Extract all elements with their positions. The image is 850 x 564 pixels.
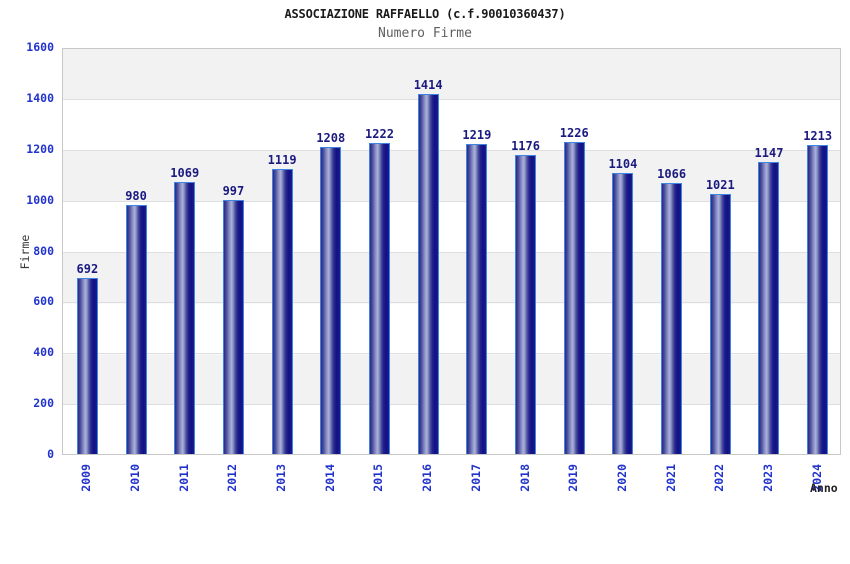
x-axis-tick-label: 2016: [420, 464, 435, 492]
x-axis-tick-label: 2014: [322, 464, 337, 492]
bar-2010: [125, 205, 147, 454]
gridline: [63, 251, 840, 253]
bar-value-label: 1069: [170, 166, 200, 180]
bar-value-label: 1219: [462, 128, 492, 142]
bar-2020: [612, 173, 634, 454]
y-axis-tick-label: 1000: [26, 192, 54, 207]
x-axis-tick-label: 2011: [176, 464, 191, 492]
bar-value-label: 1021: [705, 178, 735, 192]
bar-2012: [222, 200, 244, 454]
x-axis-tick-label: 2019: [566, 464, 581, 492]
y-axis-tick-label: 1200: [26, 141, 54, 156]
chart-canvas: ASSOCIAZIONE RAFFAELLO (c.f.90010360437)…: [18, 7, 841, 495]
bar-2017: [466, 144, 488, 454]
bar-value-label: 980: [125, 189, 147, 203]
bar-value-label: 692: [76, 262, 99, 276]
plot-area: 692 980 1069 997 1119 1208 1222 1414 1219 1176 122…: [62, 48, 841, 455]
x-axis-title: Anno: [810, 481, 838, 495]
bar-value-label: 1147: [754, 146, 784, 160]
gridline: [63, 149, 840, 151]
y-axis-tick-label: 0: [47, 447, 54, 461]
bar-value-label: 1213: [803, 129, 833, 143]
gridline: [63, 302, 840, 304]
bar-2022: [709, 194, 731, 454]
gridline: [63, 98, 840, 100]
x-axis-tick-label: 2010: [128, 464, 143, 492]
bar-2009: [76, 278, 98, 454]
x-axis-tick-label: 2009: [79, 464, 94, 492]
bar-2015: [368, 143, 390, 454]
bar-2011: [174, 182, 196, 454]
bar-value-label: 1222: [365, 127, 394, 141]
x-axis-tick-label: 2013: [274, 464, 289, 492]
bar-value-label: 997: [222, 184, 245, 198]
bar-value-label: 1226: [559, 126, 589, 140]
chart-subtitle: Numero Firme: [378, 26, 472, 41]
y-axis-tick-label: 200: [33, 396, 54, 411]
bar-2013: [271, 169, 293, 454]
bar-2014: [320, 147, 342, 454]
bar-value-label: 1176: [511, 139, 540, 153]
bar-2023: [758, 162, 780, 454]
bar-2021: [661, 183, 683, 454]
bar-2024: [807, 145, 829, 454]
x-axis-tick-label: 2023: [760, 464, 775, 492]
bar-value-label: 1208: [316, 131, 346, 145]
y-axis-tick-label: 800: [33, 243, 54, 258]
bar-value-label: 1414: [413, 78, 443, 92]
x-axis-tick-label: 2015: [371, 464, 386, 492]
bar-value-label: 1119: [267, 153, 297, 167]
y-axis-tick-label: 600: [33, 294, 54, 309]
y-axis-tick-label: 1400: [26, 90, 54, 105]
x-axis-tick-label: 2022: [712, 464, 727, 492]
gridline: [63, 200, 840, 202]
x-axis-tick-label: 2012: [225, 464, 240, 492]
y-axis-tick-label: 1600: [26, 40, 54, 54]
bar-value-label: 1066: [657, 167, 687, 181]
chart-title: ASSOCIAZIONE RAFFAELLO (c.f.90010360437): [284, 7, 566, 21]
x-axis-tick-label: 2018: [517, 464, 532, 492]
bar-2019: [563, 142, 585, 454]
x-axis-tick-label: 2021: [663, 464, 678, 492]
bar-2018: [515, 155, 537, 454]
bar-2016: [417, 94, 439, 454]
gridline: [63, 353, 840, 355]
x-axis-tick-label: 2017: [468, 464, 483, 492]
bar-value-label: 1104: [608, 157, 638, 171]
x-axis-tick-label: 2020: [614, 464, 629, 492]
x-axis-tick-label: 2024: [809, 464, 824, 492]
y-axis-tick-label: 400: [33, 345, 54, 360]
gridline: [63, 404, 840, 406]
